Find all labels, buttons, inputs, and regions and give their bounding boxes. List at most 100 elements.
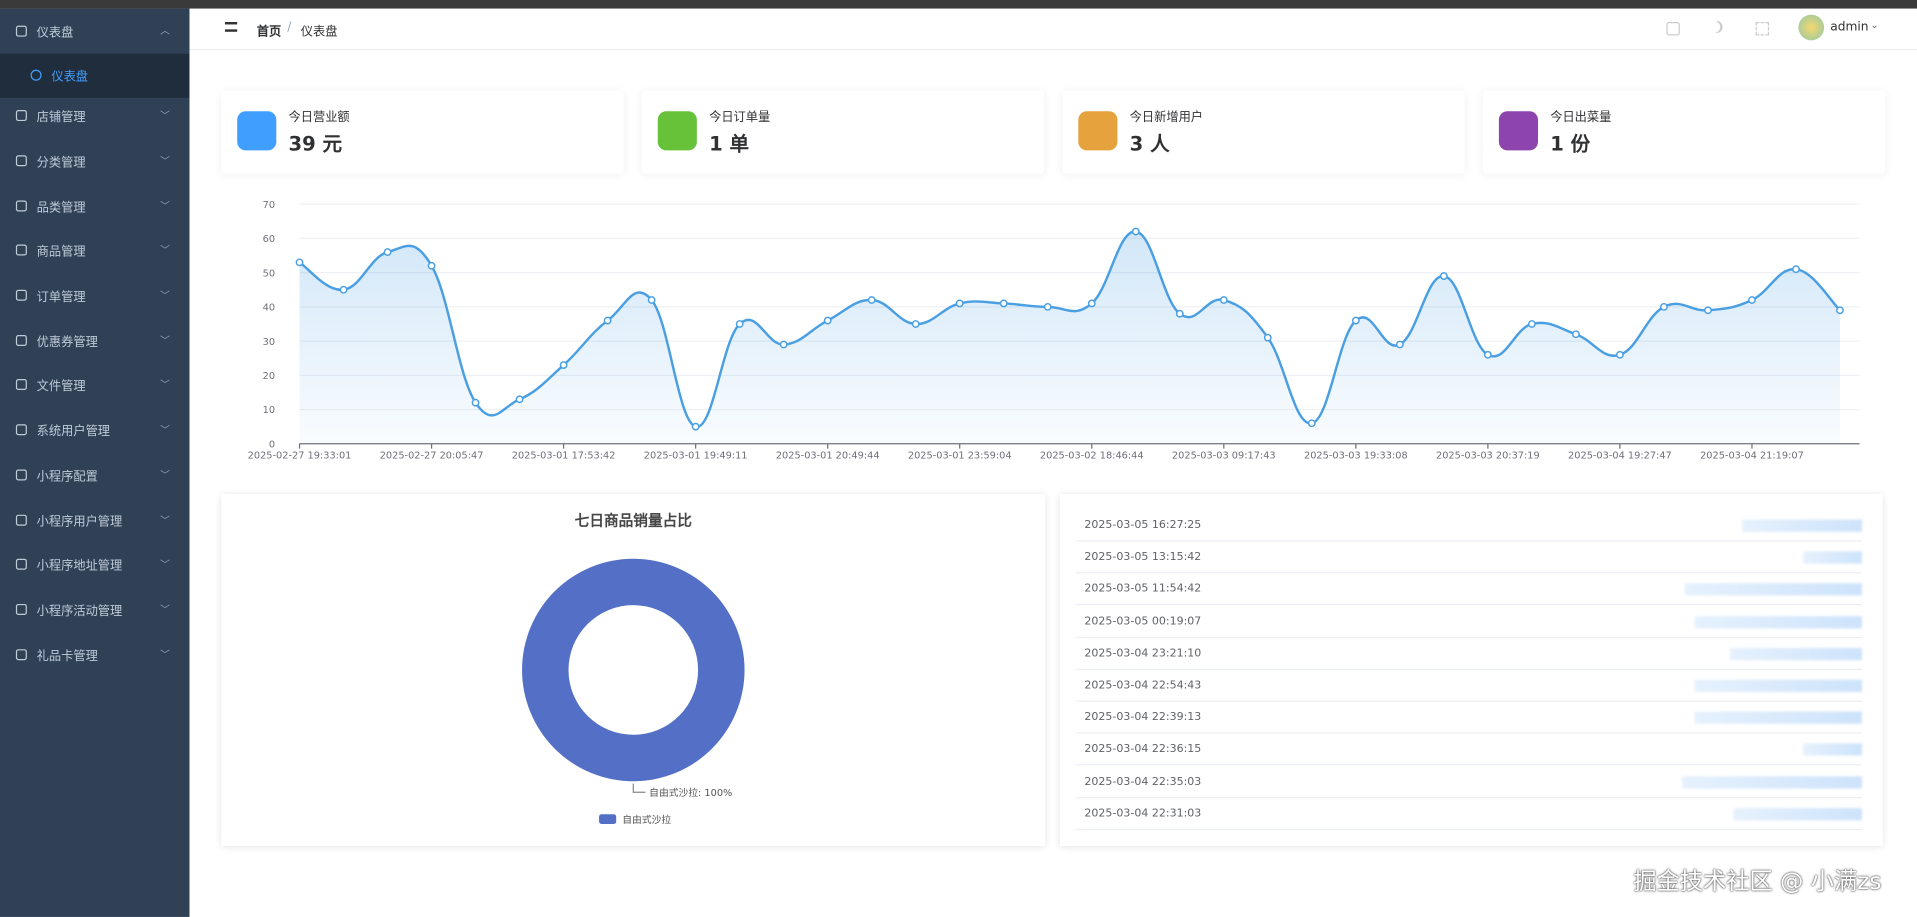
submenu-item[interactable]: 仪表盘 [0, 53, 190, 98]
menu-item[interactable]: 优惠券管理 ﹀ [0, 318, 189, 362]
pie-label: 自由式沙拉: 100% [649, 786, 732, 799]
menu-label: 文件管理 [36, 380, 86, 395]
stat-card: 今日营业额 39 元 [221, 90, 624, 174]
line-point[interactable] [735, 320, 744, 328]
menu-arrow: ﹀ [160, 424, 170, 436]
row-time: 2025-03-05 16:27:25 [1084, 519, 1202, 532]
menu-item[interactable]: 商品管理 ﹀ [0, 228, 189, 272]
line-point[interactable] [867, 296, 876, 304]
menu-label: 仪表盘 [51, 71, 89, 85]
line-point[interactable] [1527, 320, 1536, 328]
pie-slice[interactable] [522, 558, 745, 782]
line-point[interactable] [1660, 302, 1668, 311]
line-point[interactable] [603, 316, 612, 325]
user-name[interactable]: admin [1830, 20, 1869, 35]
y-tick-label: 20 [263, 371, 275, 382]
lock-icon[interactable] [1666, 22, 1680, 36]
line-point[interactable] [339, 285, 348, 294]
line-point[interactable] [471, 398, 480, 407]
line-point[interactable] [1748, 296, 1756, 304]
line-point[interactable] [955, 299, 964, 308]
line-point[interactable] [1616, 350, 1624, 359]
breadcrumb-current: 仪表盘 [300, 25, 338, 40]
menu-item[interactable]: 订单管理 ﹀ [0, 273, 189, 317]
row-blurred [1733, 807, 1862, 821]
line-point[interactable] [1307, 419, 1316, 428]
legend-swatch[interactable] [599, 814, 617, 825]
line-point[interactable] [383, 248, 392, 257]
breadcrumb-home[interactable]: 首页 [256, 25, 282, 40]
line-point[interactable] [295, 258, 304, 267]
line-point[interactable] [691, 422, 700, 431]
line-point[interactable] [559, 361, 568, 369]
theme-icon[interactable] [1710, 21, 1722, 33]
menu-item[interactable]: 小程序活动管理 ﹀ [0, 587, 189, 631]
list-row: 2025-03-05 11:54:42 [1075, 574, 1862, 606]
list-row: 2025-03-04 22:54:43 [1075, 670, 1862, 702]
menu-icon [15, 648, 27, 660]
y-tick-label: 10 [263, 405, 275, 416]
pie-panel: 七日商品销量占比自由式沙拉: 100% 自由式沙拉 [221, 493, 1046, 847]
menu-item[interactable]: 文件管理 ﹀ [0, 363, 189, 407]
watermark: 掘金技术社区 @ 小满zs [1633, 868, 1882, 895]
avatar[interactable] [1798, 14, 1825, 41]
menu-icon [15, 200, 27, 212]
line-point[interactable] [1483, 350, 1492, 359]
list-row: 2025-03-05 13:15:42 [1075, 542, 1862, 574]
line-point[interactable] [1087, 299, 1096, 308]
card-icon [1498, 111, 1539, 151]
recent-panel: 2025-03-05 16:27:25 2025-03-05 13:15:42 20… [1059, 493, 1883, 847]
line-point[interactable] [1043, 302, 1052, 311]
card-icon [657, 111, 697, 151]
menu-label: 订单管理 [36, 290, 86, 305]
line-point[interactable] [1704, 306, 1712, 315]
menu-icon [15, 25, 27, 37]
line-point[interactable] [1263, 333, 1272, 342]
fullscreen-icon[interactable] [1755, 22, 1770, 36]
stat-card: 今日订单量 1 单 [641, 90, 1045, 174]
menu-icon [15, 558, 27, 570]
row-time: 2025-03-04 22:31:03 [1084, 807, 1202, 821]
line-point[interactable] [1351, 316, 1360, 325]
line-point[interactable] [1439, 272, 1448, 280]
line-point[interactable] [1131, 227, 1140, 236]
menu-item[interactable]: 礼品卡管理 ﹀ [0, 632, 189, 676]
menu-item[interactable]: 店铺管理 ﹀ [0, 94, 189, 138]
legend-label[interactable]: 自由式沙拉 [622, 813, 671, 826]
x-tick-label: 2025-03-04 19:27:47 [1568, 450, 1672, 461]
row-blurred [1729, 647, 1862, 660]
menu-toggle[interactable] [224, 22, 238, 32]
line-point[interactable] [1571, 330, 1580, 339]
line-point[interactable] [1219, 296, 1228, 304]
line-point[interactable] [427, 261, 436, 270]
menu-arrow: ﹀ [160, 648, 170, 660]
x-tick-label: 2025-03-03 09:17:43 [1172, 450, 1276, 461]
menu-icon [15, 289, 27, 301]
menu-item[interactable]: 小程序用户管理 ﹀ [0, 498, 189, 542]
line-point[interactable] [647, 296, 656, 304]
line-point[interactable] [779, 340, 788, 349]
menu-item[interactable]: 品类管理 ﹀ [0, 184, 189, 228]
menu-item[interactable]: 分类管理 ﹀ [0, 139, 189, 183]
chart-title: 七日商品销量占比 [575, 512, 693, 530]
menu-item[interactable]: 小程序地址管理 ﹀ [0, 542, 189, 586]
menu-item[interactable]: 系统用户管理 ﹀ [0, 408, 189, 452]
menu-arrow: ﹀ [160, 110, 170, 122]
line-point[interactable] [1792, 265, 1800, 274]
menu-item[interactable]: 仪表盘 ︿ [0, 9, 189, 53]
user-dropdown[interactable]: ⌄ [1870, 19, 1879, 31]
line-point[interactable] [1836, 306, 1844, 315]
line-point[interactable] [1395, 340, 1404, 349]
line-point[interactable] [823, 316, 832, 325]
line-point[interactable] [515, 395, 524, 404]
line-point[interactable] [999, 299, 1008, 308]
line-point[interactable] [1175, 309, 1184, 318]
menu-arrow: ︿ [160, 25, 170, 37]
menu-item[interactable]: 小程序配置 ﹀ [0, 453, 189, 497]
line-point[interactable] [911, 320, 920, 328]
menu-icon [15, 379, 27, 391]
menu-label: 小程序用户管理 [36, 515, 123, 529]
menu-arrow: ﹀ [160, 558, 170, 570]
